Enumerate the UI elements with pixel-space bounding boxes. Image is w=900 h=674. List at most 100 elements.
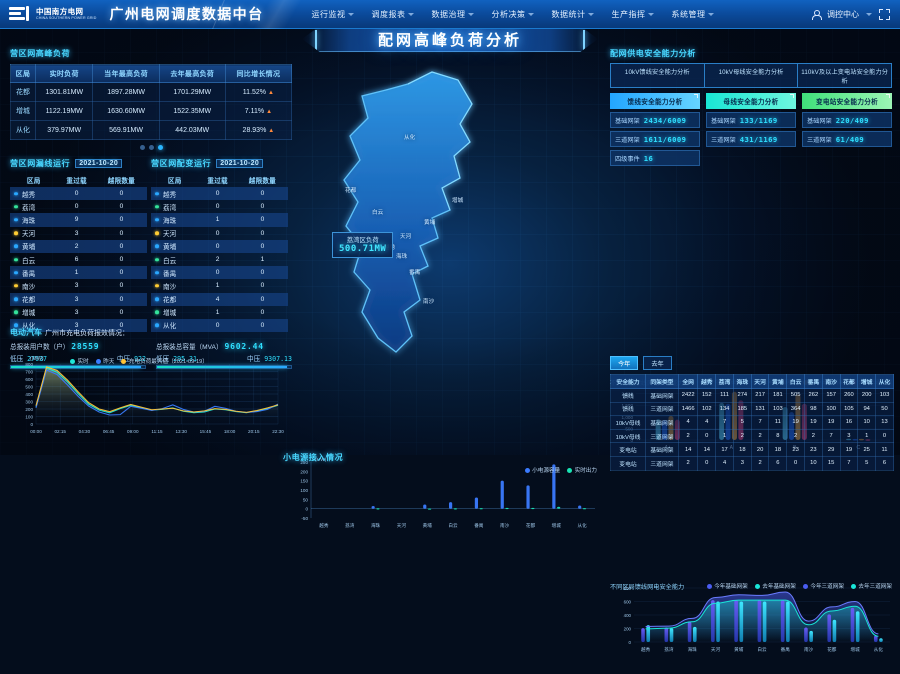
capability-tab-2[interactable]: 110kV及以上变电站安全能力分析 — [801, 68, 889, 85]
table-cell: 10 — [857, 415, 877, 430]
chevron-down-icon — [588, 12, 595, 16]
capability-card-header[interactable]: 馈线安全能力分析 — [610, 93, 700, 109]
table-cell: 181 — [768, 388, 788, 403]
table-cell: 185 — [732, 401, 752, 417]
column-header: 重过载 — [66, 178, 87, 185]
table-cell: 1522.35MW — [158, 101, 226, 121]
table-row[interactable]: 黄埔 0 0 — [151, 239, 288, 253]
table-cell: 23 — [804, 442, 823, 457]
district-cell: 天河 — [10, 227, 57, 240]
table-row[interactable]: 变电站 基础网架 14 14 17 18 20 18 23 23 29 19 25 11 — [609, 442, 894, 457]
table-row[interactable]: 天河 3 0 — [10, 227, 147, 240]
pager-dot-2[interactable] — [157, 145, 163, 150]
table-row[interactable]: 馈线 基础网架 2422 152 111 274 217 181 505 262 157 260 200… — [609, 388, 894, 403]
growth-cell: 28.93% ▲ — [224, 120, 293, 140]
svg-text:-50: -50 — [301, 516, 308, 521]
table-row[interactable]: 增城 3 0 — [10, 306, 147, 319]
capability-card-header[interactable]: 母线安全能力分析 — [706, 93, 796, 109]
nav-item-0[interactable]: 运行监视 — [311, 9, 355, 20]
map-tooltip-name: 荔湾区负荷 — [346, 237, 379, 244]
table-row[interactable]: 越秀 0 0 — [151, 187, 288, 201]
load-curve-chart[interactable]: (MW) 实时 昨天 充电负荷最大值（2021-09-19） 0 100 200 300 4… — [10, 356, 284, 450]
nav-item-1[interactable]: 调度报表 — [371, 9, 415, 20]
legend-swatch — [524, 467, 530, 473]
nav-item-label: 数据治理 — [431, 9, 466, 19]
table-row[interactable]: 增城 1 0 — [151, 306, 288, 319]
table-row[interactable]: 荔湾 0 0 — [151, 200, 288, 213]
table-cell: 29 — [821, 442, 841, 457]
table-row[interactable]: 南沙 3 0 — [10, 279, 147, 292]
ev-capacity-mid: 中压 9307.13 — [247, 355, 292, 363]
growth-cell: 11.52% ▲ — [224, 82, 293, 102]
table-row[interactable]: 白云 2 1 — [151, 253, 288, 266]
fullscreen-icon[interactable] — [879, 8, 890, 20]
map-tooltip-value: 500.71MW — [339, 244, 387, 254]
table-row[interactable]: 从化 379.97MW 569.91MW 442.03MW 28.93% ▲ — [10, 120, 293, 140]
chevron-down-icon[interactable] — [866, 12, 872, 16]
guangzhou-map[interactable] — [300, 60, 600, 390]
nav-item-2[interactable]: 数据治理 — [431, 9, 475, 20]
table-row[interactable]: 增城 1122.19MW 1630.60MW 1522.35MW 7.11% ▲ — [10, 101, 293, 121]
ev-capacity-bar — [156, 365, 292, 369]
pager-dot-1[interactable] — [148, 145, 154, 150]
svg-text:13:30: 13:30 — [175, 429, 187, 434]
table-row[interactable]: 变电站 三道网架 2 0 4 3 2 6 0 10 15 7 5 6 — [609, 455, 894, 471]
year-tab-1[interactable]: 去年 — [643, 356, 672, 370]
overload-cell: 3 — [57, 318, 96, 333]
table-row[interactable]: 番禺 0 0 — [151, 266, 288, 280]
small-power-chart[interactable]: 小电源接入情况 小电源容量 实时出力 (MW) -50 0 50 100 150 200 250… — [283, 453, 603, 556]
table-cell: 19 — [804, 415, 823, 430]
table-row[interactable]: 越秀 0 0 — [10, 187, 147, 201]
limit-cell: 0 — [119, 282, 124, 290]
table-row[interactable]: 南沙 1 0 — [151, 279, 288, 292]
transformer-run-date[interactable]: 2021-10-20 — [216, 159, 264, 168]
table-cell: 94 — [857, 401, 877, 417]
table-row[interactable]: 花都 4 0 — [151, 292, 288, 306]
overload-cell: 0 — [198, 187, 237, 201]
table-row[interactable]: 荔湾 0 0 — [10, 200, 147, 213]
district-cell: 番禺 — [151, 266, 199, 280]
feeder-run-table: 区局 重过载 越限数量 越秀 0 0 荔湾 0 0 海珠 9 0 天河 3 0 黄埔 2 0 白云 6 0 番禺 1 0 南沙… — [10, 173, 147, 333]
column-header: 南沙 — [821, 374, 841, 389]
limit-cell: 0 — [236, 266, 288, 280]
table-row[interactable]: 馈线 三道网架 1466 102 134 185 131 103 364 98 100 105 94 50 — [609, 401, 894, 417]
limit-cell: 0 — [236, 318, 288, 333]
legend-label: 今年三道网架 — [810, 584, 844, 590]
district-security-chart[interactable]: 不同区局馈线网电安全能力 今年基础网架 去年基础网架 今年三道网架 去年三道网架 0 2… — [610, 582, 894, 674]
year-tab-0[interactable]: 今年 — [610, 356, 639, 370]
table-row[interactable]: 番禺 1 0 — [10, 266, 147, 280]
capability-tab-1[interactable]: 10kV母线安全能力分析 — [705, 64, 799, 87]
table-cell: 157 — [821, 388, 841, 403]
pager-dot-0[interactable] — [139, 145, 145, 150]
table-row[interactable]: 黄埔 2 0 — [10, 239, 147, 253]
table-row[interactable]: 天河 0 0 — [151, 227, 288, 240]
table-row[interactable]: 花都 1301.81MW 1897.28MW 1701.29MW 11.52% ▲ — [10, 82, 293, 102]
nav-item-5[interactable]: 生产指挥 — [611, 9, 655, 20]
district-cell: 增城 — [10, 306, 57, 319]
nav-item-3[interactable]: 分析决策 — [491, 9, 535, 20]
table-row[interactable]: 花都 3 0 — [10, 292, 147, 306]
carousel-pager[interactable] — [10, 145, 292, 150]
nav-item-4[interactable]: 数据统计 — [551, 9, 595, 20]
svg-text:番禺: 番禺 — [781, 646, 791, 653]
capability-tab-0[interactable]: 10kV馈线安全能力分析 — [611, 64, 705, 87]
map-label-天河: 天河 — [400, 234, 412, 240]
table-row[interactable]: 10kV母线 基础网架 4 4 7 5 7 11 19 19 19 16 10 13 — [609, 415, 894, 430]
table-row[interactable]: 海珠 9 0 — [10, 213, 147, 227]
table-row[interactable]: 从化 3 0 — [10, 318, 147, 333]
table-row[interactable]: 从化 0 0 — [151, 318, 288, 333]
user-name-label[interactable]: 调控中心 — [827, 9, 859, 19]
nav-item-6[interactable]: 系统管理 — [671, 9, 715, 20]
table-row[interactable]: 海珠 1 0 — [151, 213, 288, 227]
feeder-run-date[interactable]: 2021-10-20 — [75, 159, 123, 168]
map-label-白云: 白云 — [372, 210, 384, 216]
table-row[interactable]: 10kV母线 三道网架 2 0 1 2 2 8 2 2 7 3 1 0 — [609, 428, 894, 444]
feeder-run-title: 营区网漏线运行 2021-10-20 — [10, 158, 147, 169]
limit-cell: 0 — [119, 308, 124, 316]
capability-card-header[interactable]: 变电站安全能力分析 — [802, 93, 892, 109]
limit-cell: 1 — [260, 256, 265, 264]
ev-header: 电动汽车 广州市充电负荷报效情况： — [10, 327, 292, 338]
table-row[interactable]: 白云 6 0 — [10, 253, 147, 266]
overload-cell: 1 — [215, 282, 220, 290]
svg-text:0: 0 — [629, 640, 632, 645]
